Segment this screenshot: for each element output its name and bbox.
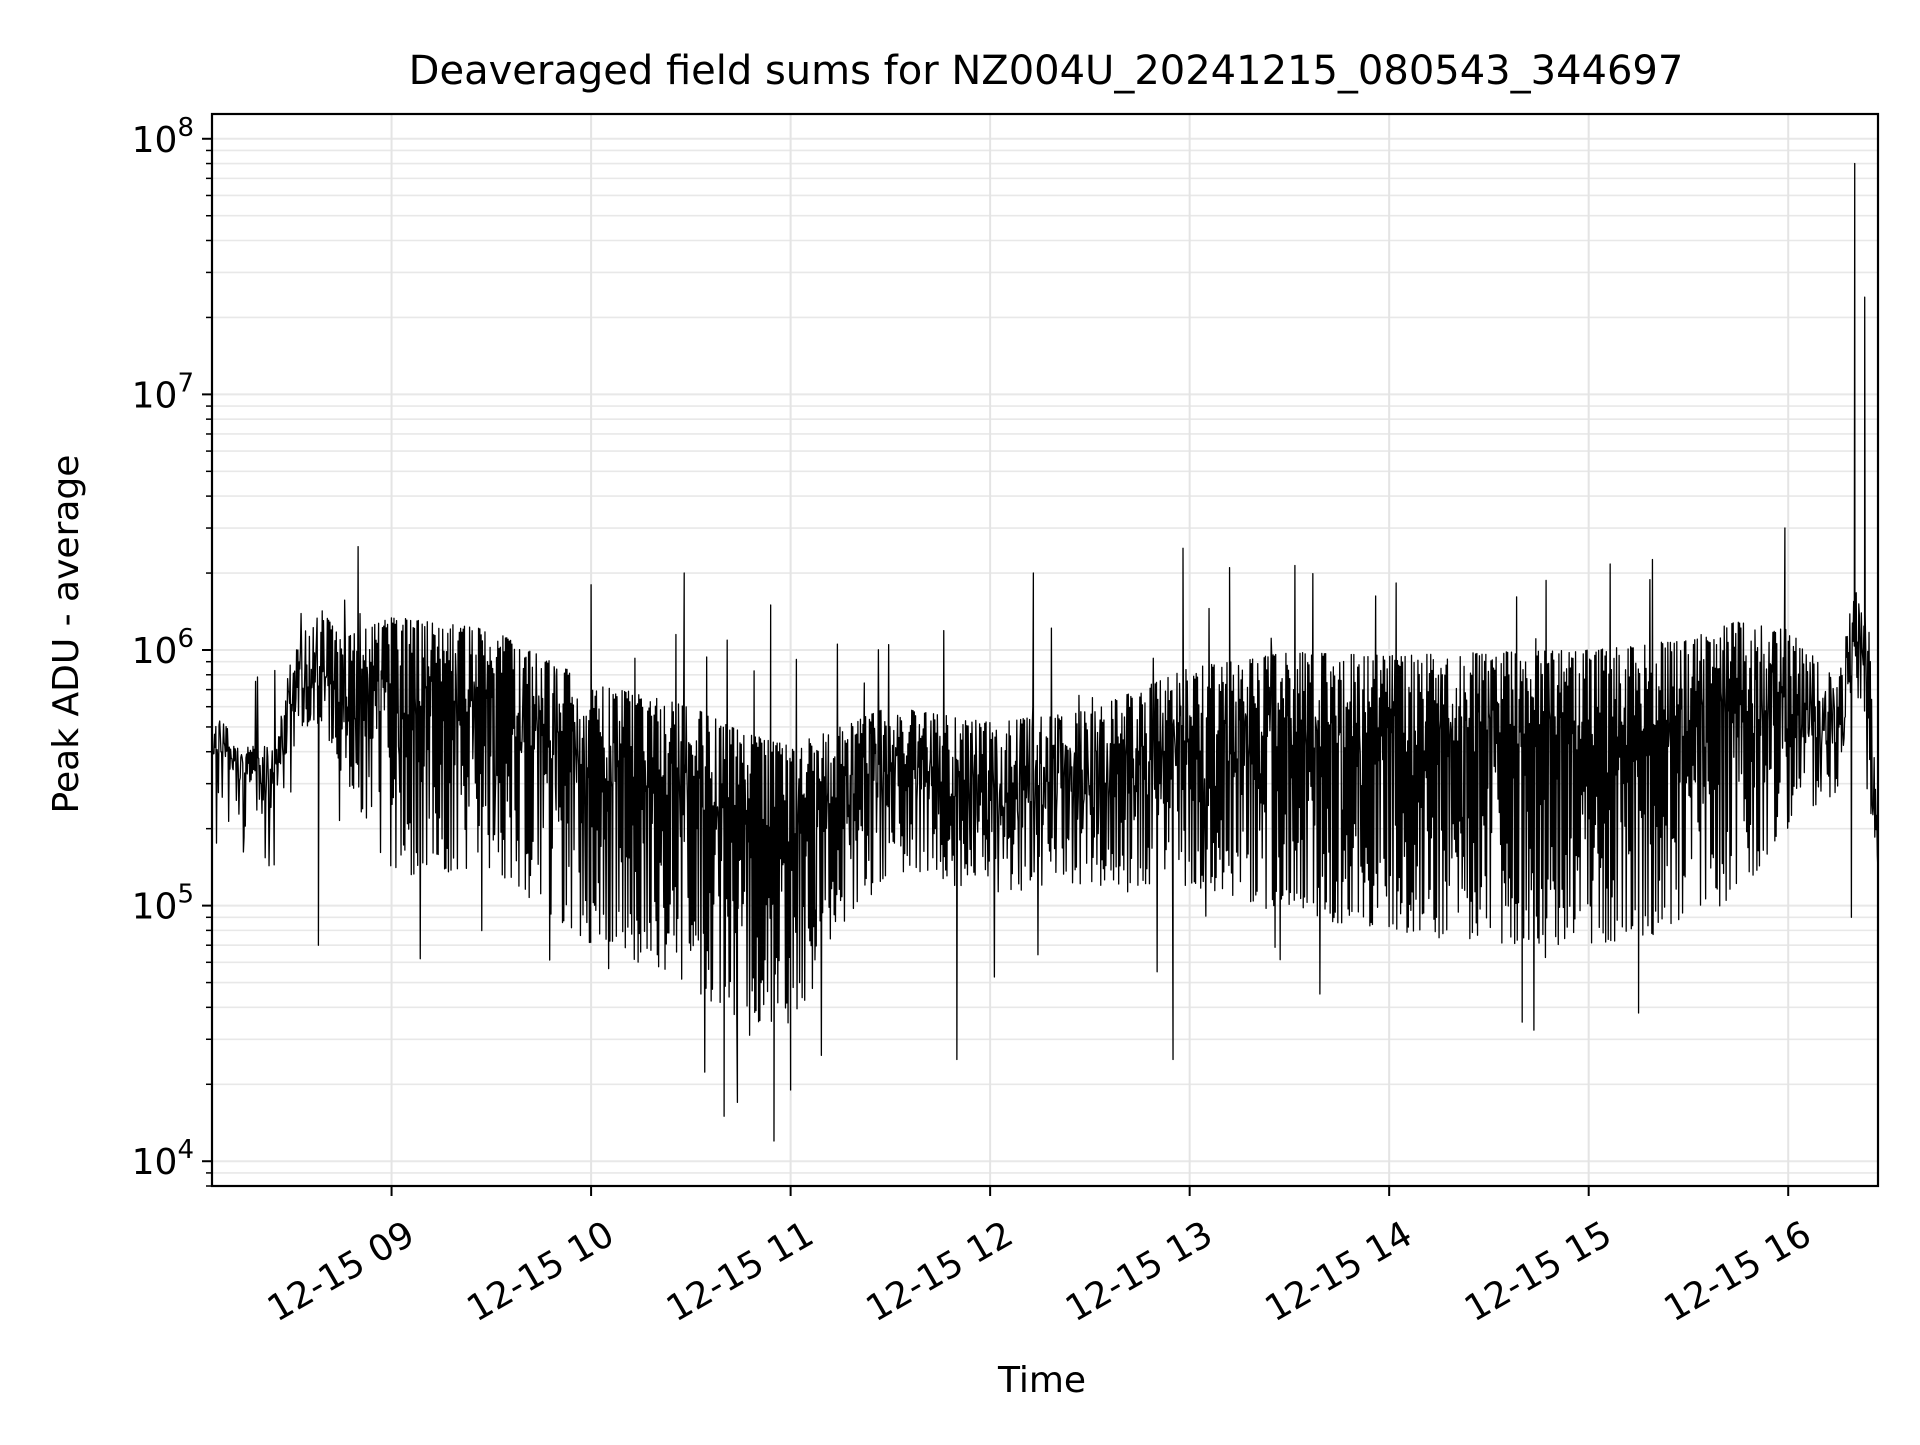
data-series-path [211,162,1879,1142]
y-tick-label: 106 [132,624,194,672]
chart-title: Deaveraged field sums for NZ004U_2024121… [409,48,1684,94]
y-axis-label: Peak ADU - average [46,455,87,814]
series-line [211,162,1879,1142]
y-tick-label: 107 [132,368,194,416]
y-tick-label: 108 [132,113,194,161]
x-axis-label: Time [997,1360,1086,1401]
grid [212,114,1878,1187]
y-tick-label: 104 [132,1135,194,1183]
y-tick-label: 105 [132,880,194,928]
